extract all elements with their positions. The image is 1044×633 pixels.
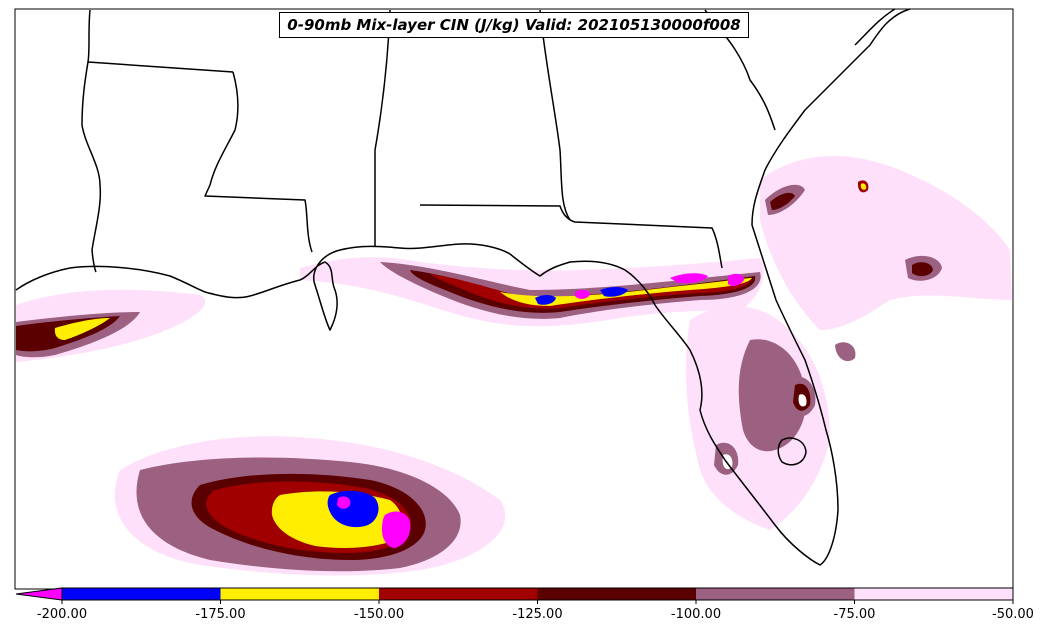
state-border-al-ga xyxy=(539,9,571,221)
state-border-ar-la xyxy=(81,61,102,273)
magenta-area-panhandle-1 xyxy=(670,273,708,284)
atlantic-coast-sc xyxy=(854,8,896,46)
yellow-spot-atlantic-3 xyxy=(860,183,867,190)
colorbar-tick-label: -125.00 xyxy=(512,607,563,622)
colorbar-tick-label: -50.00 xyxy=(992,607,1034,622)
cin-field xyxy=(16,156,1012,576)
red-area-panhandle xyxy=(430,274,751,309)
state-border-fl-ga xyxy=(419,204,723,269)
dark-red-area-panhandle xyxy=(410,270,756,313)
gulf-coastline xyxy=(15,8,911,566)
yellow-area-panhandle xyxy=(500,278,752,306)
lake-okeechobee xyxy=(777,437,807,466)
light-pink-area-atlantic xyxy=(760,156,1012,330)
map-title: 0-90mb Mix-layer CIN (J/kg) Valid: 20210… xyxy=(279,12,749,38)
blue-area-panhandle-2 xyxy=(600,287,628,297)
mauve-area-florida-coast xyxy=(738,339,806,452)
yellow-area-west xyxy=(54,318,110,340)
magenta-area-panhandle-3 xyxy=(575,289,590,299)
magenta-area-gulf-south-2 xyxy=(337,496,351,509)
magenta-area-panhandle-2 xyxy=(728,273,744,287)
mauve-area-panhandle xyxy=(380,262,761,319)
white-hole-florida-east xyxy=(798,394,807,407)
dark-red-spot-atlantic-1 xyxy=(912,262,933,277)
blue-area-panhandle-1 xyxy=(535,295,556,305)
colorbar-tick-label: -200.00 xyxy=(36,607,88,622)
colorbar-tick-label: -75.00 xyxy=(833,607,876,622)
coastlines-and-borders xyxy=(15,8,911,566)
magenta-area-gulf-south-1 xyxy=(382,511,411,548)
colorbar-tick-label: -150.00 xyxy=(353,607,405,622)
state-border-la-ms xyxy=(87,9,234,73)
dark-red-spot-atlantic-2 xyxy=(770,192,795,210)
colorbar-tick-label: -100.00 xyxy=(670,607,722,622)
colorbar-tick-label: -175.00 xyxy=(195,607,246,622)
state-border-la-ms-river xyxy=(204,71,313,253)
mauve-spot-atlantic-4 xyxy=(835,342,856,362)
